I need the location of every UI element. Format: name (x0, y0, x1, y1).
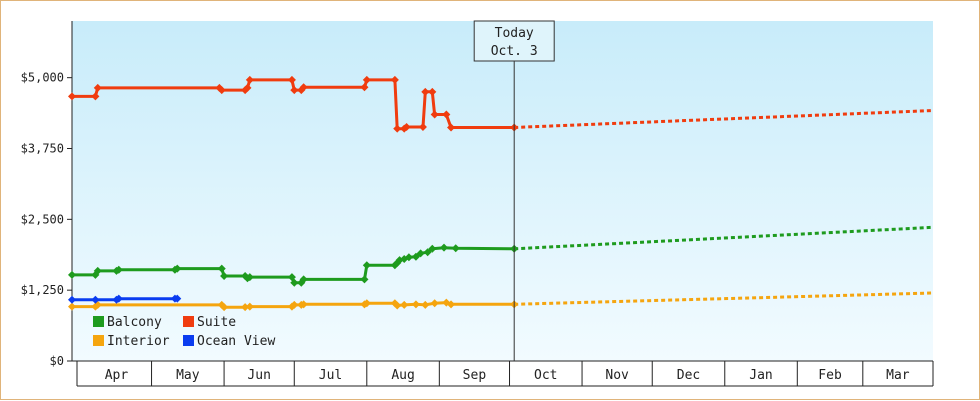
data-point (243, 83, 252, 92)
data-point (220, 303, 229, 312)
data-point (68, 295, 76, 304)
legend-label: Ocean View (197, 334, 275, 349)
data-point (91, 295, 100, 304)
data-point (400, 300, 409, 309)
data-point (93, 83, 102, 92)
y-tick-label: $3,750 (21, 142, 64, 156)
data-point (299, 83, 308, 92)
data-point (299, 300, 308, 309)
month-label: Aug (391, 368, 414, 383)
data-point (411, 300, 420, 309)
data-point (421, 87, 430, 96)
today-date: Oct. 3 (491, 44, 538, 59)
data-point (290, 278, 299, 287)
legend-swatch (183, 335, 194, 346)
data-point (393, 124, 402, 133)
legend-label: Suite (197, 315, 236, 330)
month-label: Apr (105, 368, 129, 383)
data-point (290, 300, 299, 309)
y-tick-label: $5,000 (21, 71, 64, 85)
y-axis: $0 $1,250 $2,500 $3,750 $5,000 (21, 21, 73, 368)
data-point (68, 270, 76, 279)
data-point (390, 75, 399, 84)
month-label: Feb (818, 368, 842, 383)
data-point (430, 299, 439, 308)
y-tick-label: $2,500 (21, 212, 64, 226)
month-label: Oct (534, 368, 557, 383)
data-point (114, 265, 123, 274)
data-point (402, 122, 411, 131)
data-point (430, 110, 439, 119)
y-tick-label: $0 (50, 354, 64, 368)
data-point (393, 301, 402, 310)
data-point (290, 86, 299, 95)
month-label: Jan (749, 368, 772, 383)
month-label: Mar (886, 368, 910, 383)
data-point (423, 248, 432, 257)
today-label: Today (495, 26, 534, 41)
series-line (72, 297, 178, 302)
data-point (241, 303, 250, 312)
data-point (360, 275, 369, 284)
plot-area (72, 21, 933, 361)
legend-swatch (93, 316, 104, 327)
data-point (173, 294, 182, 303)
x-axis: Apr May Jun Jul Aug Sep Oct Nov Dec Jan Feb Mar (72, 360, 934, 387)
data-point (360, 83, 369, 92)
data-point (362, 261, 371, 270)
data-point (447, 300, 456, 309)
data-point (421, 300, 430, 309)
legend: Balcony Suite Interior Ocean View (93, 315, 275, 349)
data-point (447, 123, 456, 132)
legend-label: Balcony (107, 315, 162, 330)
series-balcony (68, 225, 934, 287)
data-point (428, 244, 437, 253)
data-point (217, 264, 226, 273)
legend-swatch (93, 335, 104, 346)
month-label: Jun (247, 368, 270, 383)
data-point (217, 86, 226, 95)
data-point (287, 75, 296, 84)
data-point (245, 302, 254, 311)
data-point (91, 92, 100, 101)
legend-label: Interior (107, 334, 170, 349)
data-point (428, 87, 437, 96)
data-point (440, 243, 449, 252)
data-point (404, 253, 413, 262)
data-point (451, 244, 460, 253)
month-label: Dec (677, 368, 700, 383)
data-point (362, 75, 371, 84)
data-point (220, 272, 229, 280)
series-interior (68, 291, 934, 312)
data-point (287, 273, 296, 282)
today-marker: Today Oct. 3 (473, 20, 555, 361)
data-point (114, 294, 123, 303)
data-point (416, 249, 425, 258)
data-point (93, 266, 102, 275)
data-point (411, 252, 420, 261)
data-point (245, 75, 254, 84)
month-label: Jul (319, 368, 342, 383)
y-tick-label: $1,250 (21, 283, 64, 297)
data-point (442, 110, 451, 119)
data-point (418, 122, 427, 131)
today-box (473, 20, 555, 62)
series-ocean-view (68, 294, 182, 304)
data-point (299, 275, 308, 284)
data-point (362, 299, 371, 308)
month-label: May (176, 368, 200, 383)
data-point (68, 302, 76, 311)
month-label: Sep (463, 368, 487, 383)
series-layer (68, 75, 934, 312)
month-label: Nov (605, 368, 629, 383)
data-point (173, 264, 182, 273)
data-point (245, 273, 254, 282)
legend-swatch (183, 316, 194, 327)
data-point (68, 92, 76, 101)
